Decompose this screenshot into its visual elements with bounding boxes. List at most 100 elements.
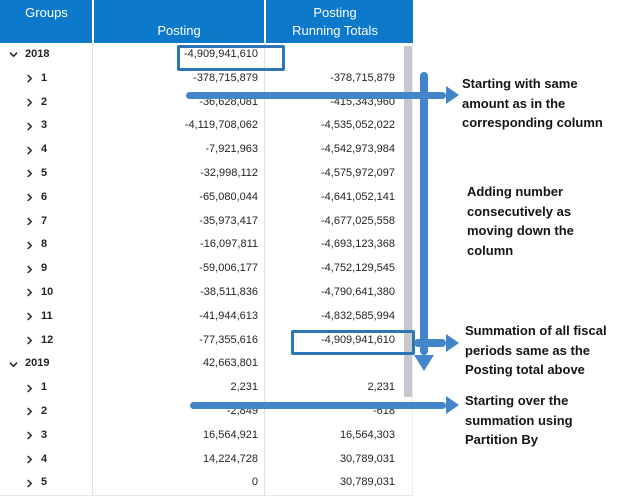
column-header-running-line1: Posting [313,5,357,20]
chevron-down-icon[interactable] [8,49,19,60]
table-row: 1 2,231 2,231 [0,376,413,400]
group-cell: 3 [0,424,93,448]
column-header-posting-label: Posting [157,23,201,38]
arrow-down-column [420,72,428,355]
posting-cell: -35,973,417 [199,214,258,227]
posting-cell: -378,715,879 [193,71,258,84]
annotation-partition-by: Starting over the summation using Partit… [465,393,573,447]
column-header-groups[interactable]: Groups [25,5,68,20]
group-cell: 5 [0,471,93,495]
annotation-summation: Summation of all fiscal periods same as … [465,323,607,377]
table-row: 3 -4,119,708,062 -4,535,052,022 [0,114,413,138]
chevron-right-icon[interactable] [24,168,35,179]
chevron-right-icon[interactable] [24,406,35,417]
vertical-scrollbar[interactable] [404,46,412,397]
chevron-right-icon[interactable] [24,335,35,346]
table-row: 2019 42,663,801 [0,352,413,376]
arrow-starting-over [190,402,446,409]
column-header-posting[interactable]: Posting [93,0,265,43]
group-cell: 8 [0,233,93,257]
posting-cell: 14,224,728 [202,452,258,465]
group-label: 9 [41,262,48,275]
running-total-cell: -4,909,941,610 [320,333,395,346]
table-row: 7 -35,973,417 -4,677,025,558 [0,210,413,234]
table-header: Groups Posting Posting Running Totals [0,0,413,43]
table-row: 8 -16,097,811 -4,693,123,368 [0,233,413,257]
running-total-cell [265,43,403,67]
group-label: 4 [41,452,48,465]
group-label: 7 [41,214,48,227]
chevron-right-icon[interactable] [24,121,35,132]
chevron-right-icon[interactable] [24,145,35,156]
table-row: 3 16,564,921 16,564,303 [0,424,413,448]
running-total-cell: -378,715,879 [330,71,395,84]
posting-cell: -4,119,708,062 [184,119,258,132]
running-total-cell: -4,677,025,558 [320,214,395,227]
annotation-starting-amount: Starting with same amount as in the corr… [462,76,603,130]
group-label: 3 [41,119,48,132]
group-cell: 12 [0,329,93,353]
running-total-cell: -4,535,052,022 [320,119,395,132]
group-label: 5 [41,476,48,489]
group-cell: 1 [0,67,93,91]
chevron-right-icon[interactable] [24,240,35,251]
arrow-starting-amount [186,92,446,99]
group-cell: 7 [0,210,93,234]
running-total-cell: 16,564,303 [339,428,395,441]
group-cell: 1 [0,376,93,400]
posting-cell: -4,909,941,610 [183,48,258,60]
arrow-right-icon [446,396,459,414]
group-label: 2 [41,95,48,108]
chevron-right-icon[interactable] [24,192,35,203]
posting-cell: -16,097,811 [200,238,258,251]
posting-cell: 2,231 [230,381,258,394]
table-right-edge [412,43,413,495]
posting-cell: -65,080,044 [199,190,258,203]
table-row: 5 0 30,789,031 [0,471,413,495]
chevron-down-icon[interactable] [8,359,19,370]
running-total-cell: -4,832,585,994 [320,309,395,322]
group-label: 3 [41,428,48,441]
chevron-right-icon[interactable] [24,287,35,298]
chevron-right-icon[interactable] [24,264,35,275]
table-row: 11 -41,944,613 -4,832,585,994 [0,305,413,329]
column-header-running-totals[interactable]: Posting Running Totals [265,0,405,43]
table-row: 10 -38,511,836 -4,790,641,380 [0,281,413,305]
group-cell: 3 [0,114,93,138]
running-total-cell: -4,641,052,141 [320,190,395,203]
group-label: 5 [41,166,48,179]
chevron-right-icon[interactable] [24,430,35,441]
chevron-right-icon[interactable] [24,478,35,489]
group-label: 12 [41,333,54,346]
header-separator [92,0,94,43]
arrow-right-icon [446,334,459,352]
column-header-running-line2: Running Totals [292,23,378,38]
posting-cell: -41,944,613 [199,309,258,322]
chevron-right-icon[interactable] [24,383,35,394]
group-cell: 9 [0,257,93,281]
group-cell: 2019 [0,352,93,376]
group-cell: 4 [0,138,93,162]
group-label: 8 [41,238,48,251]
table-row: 5 -32,998,112 -4,575,972,097 [0,162,413,186]
running-total-cell: -4,542,973,984 [320,143,395,156]
group-cell: 2018 [0,43,93,67]
chevron-right-icon[interactable] [24,97,35,108]
group-cell: 5 [0,162,93,186]
table-row: 1 -378,715,879 -378,715,879 [0,67,413,91]
table-row: 4 14,224,728 30,789,031 [0,448,413,472]
posting-cell: 0 [251,476,258,489]
arrow-right-icon [446,86,459,104]
group-cell: 6 [0,186,93,210]
group-label: 10 [41,285,54,298]
chevron-right-icon[interactable] [24,216,35,227]
running-total-cell: 30,789,031 [339,476,395,489]
group-cell: 4 [0,448,93,472]
chevron-right-icon[interactable] [24,454,35,465]
annotation-adding-consecutively: Adding number consecutively as moving do… [467,184,574,258]
group-label: 2019 [25,357,50,370]
chevron-right-icon[interactable] [24,73,35,84]
chevron-right-icon[interactable] [24,311,35,322]
running-total-cell [265,352,403,376]
